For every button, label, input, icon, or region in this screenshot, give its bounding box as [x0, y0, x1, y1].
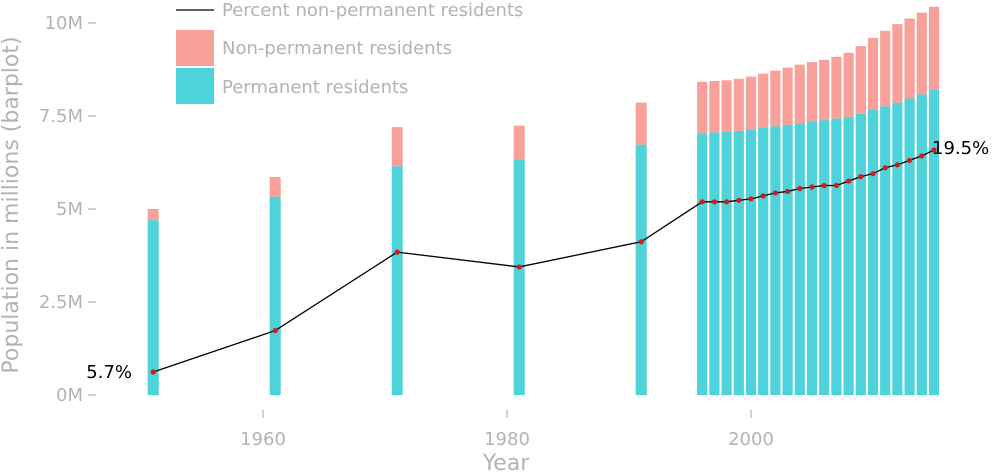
bar-non-permanent-2009	[855, 46, 866, 114]
percent-point-2003	[785, 188, 791, 195]
legend-label-permanent: Permanent residents	[222, 77, 408, 98]
bar-permanent-2010	[867, 110, 879, 395]
percent-point-2005	[809, 184, 815, 190]
bar-permanent-2012	[892, 102, 903, 395]
legend-label-percent: Percent non-permanent residents	[222, 0, 523, 21]
y-tick-label: 5M	[56, 199, 83, 220]
percent-point-2000	[748, 196, 754, 202]
percent-point-2013	[907, 157, 913, 163]
bar-non-permanent-2000	[745, 76, 757, 130]
bar-permanent-1997	[709, 132, 720, 396]
percent-point-2012	[894, 162, 901, 168]
legend-label-non-permanent: Non-permanent residents	[222, 38, 452, 59]
bar-non-permanent-2007	[831, 56, 842, 119]
bar-permanent-1991	[635, 144, 647, 395]
bar-non-permanent-1998	[721, 80, 732, 132]
bar-permanent-1998	[721, 131, 732, 395]
bar-permanent-1951	[147, 220, 159, 395]
bar-non-permanent-2014	[916, 12, 927, 95]
bar-non-permanent-1999	[733, 78, 744, 131]
bar-non-permanent-2012	[892, 24, 903, 103]
percent-point-1951	[150, 369, 156, 375]
percent-point-2004	[797, 185, 803, 192]
bar-permanent-2000	[745, 129, 757, 395]
percent-point-2006	[821, 182, 827, 189]
bar-non-permanent-1997	[709, 81, 720, 133]
percent-point-2002	[772, 190, 779, 196]
percent-point-1997	[711, 199, 718, 205]
bar-non-permanent-1961	[269, 177, 281, 197]
percent-point-2010	[870, 171, 876, 177]
legend-key-permanent	[176, 68, 214, 104]
first-percent-label: 5.7%	[86, 362, 132, 383]
bar-non-permanent-2013	[904, 18, 915, 99]
percent-point-2009	[858, 174, 864, 180]
bar-permanent-2007	[831, 118, 842, 395]
y-axis-title: Population in millions (barplot)	[0, 36, 24, 373]
percent-point-1998	[724, 199, 730, 205]
bar-non-permanent-1971	[391, 127, 403, 167]
x-axis: 1960 1980 2000	[240, 410, 774, 450]
y-tick-label: 2.5M	[39, 292, 83, 313]
percent-point-2008	[846, 178, 852, 184]
legend: Percent non-permanent residents Non-perma…	[176, 0, 523, 104]
bar-non-permanent-1991	[635, 102, 647, 145]
bar-permanent-2008	[843, 116, 854, 395]
percent-point-1991	[638, 239, 644, 245]
bar-permanent-1971	[391, 166, 403, 395]
bar-non-permanent-2011	[880, 30, 891, 107]
bar-non-permanent-2010	[867, 37, 879, 111]
bar-permanent-2004	[794, 123, 805, 395]
bar-permanent-2005	[806, 121, 818, 395]
legend-key-non-permanent	[176, 30, 214, 66]
y-axis: 0M 2.5M 5M 7.5M 10M	[39, 13, 96, 406]
last-percent-label: 19.5%	[932, 138, 989, 159]
y-tick-label: 0M	[56, 385, 83, 406]
y-tick-label: 7.5M	[39, 106, 83, 127]
percent-point-1999	[736, 197, 742, 203]
x-tick-label: 2000	[728, 429, 774, 450]
bar-permanent-2014	[916, 94, 927, 395]
percent-point-1981	[516, 264, 522, 270]
percent-point-2007	[833, 182, 840, 189]
bar-non-permanent-2001	[758, 73, 769, 128]
y-tick-label: 10M	[45, 13, 83, 34]
percent-point-2014	[919, 153, 925, 159]
bar-permanent-2015	[928, 89, 940, 396]
bar-permanent-1981	[513, 159, 525, 395]
x-tick-label: 1960	[240, 429, 286, 450]
bar-non-permanent-2005	[806, 62, 818, 122]
x-tick-label: 1980	[484, 429, 530, 450]
bar-non-permanent-2006	[819, 59, 830, 121]
percent-point-1996	[699, 199, 705, 205]
bar-permanent-2003	[782, 124, 793, 395]
bar-permanent-2002	[770, 126, 781, 395]
x-axis-title: Year	[482, 451, 531, 474]
bar-non-permanent-2015	[928, 6, 940, 90]
bar-non-permanent-2002	[770, 70, 781, 127]
bar-permanent-2013	[904, 98, 915, 396]
bar-permanent-2006	[819, 120, 830, 395]
line-layer	[150, 147, 937, 375]
percent-point-1961	[272, 327, 278, 334]
bar-permanent-2001	[758, 127, 769, 396]
bar-permanent-1996	[697, 133, 708, 395]
bar-non-permanent-1996	[697, 81, 708, 134]
bar-non-permanent-2008	[843, 52, 854, 117]
percent-point-1971	[394, 249, 400, 255]
percent-point-2001	[760, 193, 766, 199]
bar-permanent-2011	[880, 106, 891, 395]
percent-point-2015	[931, 147, 937, 153]
percent-point-2011	[882, 165, 888, 171]
bar-permanent-1961	[269, 196, 281, 395]
bar-permanent-2009	[855, 113, 866, 395]
bar-non-permanent-2004	[794, 64, 805, 124]
bar-non-permanent-2003	[782, 67, 793, 125]
bars-layer	[147, 6, 940, 396]
bar-non-permanent-1951	[147, 209, 159, 221]
bar-non-permanent-1981	[513, 125, 525, 160]
bar-permanent-1999	[733, 130, 744, 395]
